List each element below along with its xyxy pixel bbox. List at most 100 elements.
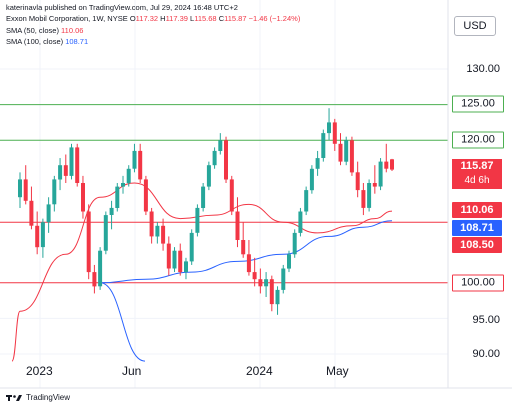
high-value: 117.39	[165, 14, 188, 23]
candle-body	[155, 225, 160, 237]
candle-body	[378, 161, 383, 187]
currency-button[interactable]: USD	[454, 16, 496, 36]
candle-body	[246, 254, 251, 273]
candle-body	[229, 179, 234, 212]
candle-body	[195, 207, 200, 233]
candle-body	[161, 225, 166, 244]
candle-body	[172, 250, 177, 269]
candle-body	[241, 240, 246, 255]
candle-body	[355, 172, 360, 191]
candle-body	[224, 140, 228, 180]
candle-body	[327, 122, 331, 134]
sma50-legend[interactable]: SMA (50, close) 110.06	[6, 26, 83, 35]
level-tag-125[interactable]: 125.00	[452, 95, 504, 113]
ohlc-legend: Exxon Mobil Corporation, 1W, NYSE O117.3…	[6, 14, 300, 23]
candle-body	[23, 179, 28, 201]
close-value: 115.87	[224, 14, 247, 23]
footer: TradingView	[6, 393, 70, 402]
candle-body	[275, 289, 280, 305]
publisher-text: katerinavla published on TradingView.com…	[6, 3, 238, 12]
candle-body	[126, 168, 131, 184]
open-label: O	[129, 14, 136, 23]
candle-body	[46, 204, 51, 223]
sma100-legend[interactable]: SMA (100, close) 108.71	[6, 37, 88, 46]
time-label-2023: 2023	[26, 364, 53, 378]
candle-body	[98, 250, 103, 287]
sma50-line	[11, 182, 393, 362]
horizontal-levels	[0, 104, 448, 284]
candle-body	[92, 272, 97, 287]
open-value: 117.32	[135, 14, 159, 23]
candle-body	[52, 179, 57, 205]
level-tag-108-50[interactable]: 108.50	[452, 237, 502, 253]
candle-body	[258, 279, 263, 287]
candle-body	[349, 140, 354, 173]
candle-body	[390, 159, 394, 170]
candle-body	[166, 243, 171, 269]
sma50-label: SMA (50, close)	[6, 26, 59, 35]
candle-body	[252, 272, 257, 280]
sma50-value: 110.06	[61, 26, 84, 35]
candle-body	[201, 186, 206, 208]
level-tag-120[interactable]: 120.00	[452, 131, 504, 149]
sma100-label: SMA (100, close)	[6, 37, 64, 46]
candle-body	[35, 225, 40, 248]
candle-body	[298, 211, 303, 233]
candle-body	[138, 150, 143, 180]
candle-body	[304, 190, 309, 212]
sma100-value: 108.71	[65, 37, 89, 46]
candle-body	[321, 133, 326, 158]
price-tick-95: 95.00	[472, 314, 500, 326]
candle-body	[206, 165, 211, 187]
candle-body	[281, 268, 286, 290]
candle-body	[332, 122, 337, 144]
candle-body	[292, 232, 297, 255]
candle-body	[367, 183, 372, 208]
candles	[18, 108, 394, 315]
candle-body	[264, 279, 269, 287]
bar-countdown: 4d 6h	[464, 175, 490, 186]
current-price: 115.87	[460, 160, 494, 172]
publisher-line: katerinavla published on TradingView.com…	[6, 3, 238, 12]
candle-body	[372, 183, 377, 187]
candle-body	[218, 140, 223, 151]
candle-body	[189, 232, 194, 262]
time-label-may: May	[326, 364, 349, 378]
candle-body	[69, 147, 74, 176]
candle-body	[344, 140, 349, 162]
candle-body	[40, 222, 45, 248]
candle-body	[86, 211, 91, 273]
candle-body	[63, 165, 68, 176]
candle-body	[18, 179, 22, 198]
sma50-price-tag: 110.06	[452, 202, 502, 218]
candle-body	[212, 150, 217, 166]
candle-body	[269, 279, 274, 305]
sma100-price-tag: 108.71	[452, 220, 502, 236]
candle-body	[109, 207, 114, 215]
candle-body	[149, 211, 154, 237]
candle-body	[75, 147, 80, 183]
change-value: −1.46 (−1.24%)	[248, 14, 301, 23]
candle-body	[81, 183, 85, 212]
brand-name: TradingView	[26, 393, 71, 402]
candle-body	[121, 183, 125, 187]
candle-body	[235, 211, 240, 240]
candle-body	[29, 200, 34, 226]
candle-body	[132, 150, 137, 169]
candle-body	[361, 190, 366, 208]
candle-body	[115, 186, 120, 208]
grid	[0, 0, 448, 388]
low-value: 115.68	[194, 14, 217, 23]
candle-body	[315, 158, 320, 169]
candle-body	[143, 179, 148, 212]
candle-body	[384, 161, 389, 169]
low-label: L	[190, 14, 195, 23]
level-tag-100[interactable]: 100.00	[452, 274, 504, 292]
close-label: C	[218, 14, 225, 23]
candle-body	[287, 254, 291, 269]
time-label-2024: 2024	[246, 364, 273, 378]
candle-body	[338, 143, 343, 162]
candle-body	[184, 261, 188, 273]
high-label: H	[160, 14, 166, 23]
